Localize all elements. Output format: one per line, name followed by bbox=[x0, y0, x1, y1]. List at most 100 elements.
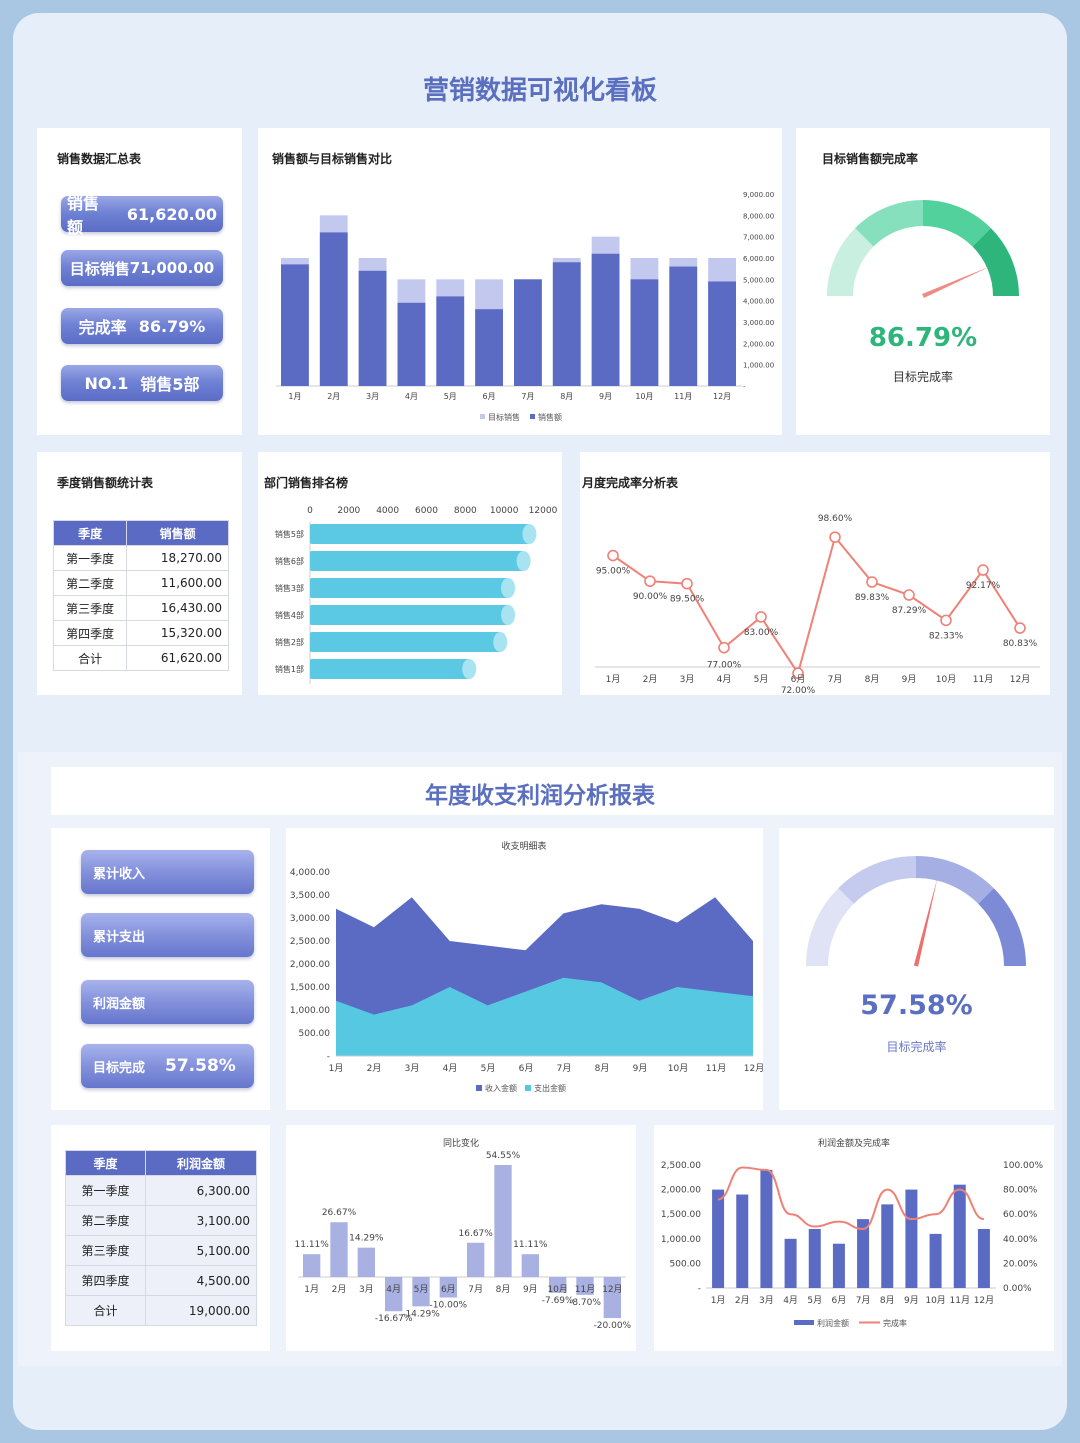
x-tick-label: 8000 bbox=[454, 506, 477, 516]
x-tick-label: 6月 bbox=[483, 392, 496, 401]
profit-rate-chart: 利润金额及完成率 - 500.00 1,000.00 1,500.00 2,000.00 2… bbox=[661, 1137, 1044, 1328]
table-row: 第二季度 11,600.00 bbox=[52, 570, 229, 596]
x-tick-label: 9月 bbox=[599, 392, 612, 401]
data-label: 95.00% bbox=[596, 567, 631, 577]
data-point bbox=[792, 667, 804, 680]
data-label: -16.67% bbox=[375, 1314, 413, 1324]
x-tick-label: 6000 bbox=[415, 506, 438, 516]
x-tick-label: 11月 bbox=[973, 674, 993, 685]
y-tick-label: 6,000.00 bbox=[743, 255, 774, 263]
x-tick-label: 8月 bbox=[865, 674, 880, 685]
data-point bbox=[829, 531, 841, 543]
data-label: 90.00% bbox=[633, 592, 668, 602]
bar-sales bbox=[475, 309, 503, 386]
pill-target: 目标销售 71,000.00 bbox=[61, 250, 223, 286]
bar-sales bbox=[591, 253, 620, 386]
data-label: 98.60% bbox=[818, 514, 853, 524]
gauge-needle bbox=[922, 266, 991, 299]
table-row: 第四季度 15,320.00 bbox=[52, 620, 229, 646]
x-tick-label: 1月 bbox=[288, 392, 301, 401]
sales-target-chart: - 1,000.00 2,000.00 3,000.00 4,000.00 5,000.0… bbox=[276, 191, 774, 422]
legend-swatch-expense bbox=[525, 1085, 531, 1091]
table-row: 第四季度 4,500.00 bbox=[65, 1265, 258, 1296]
bar bbox=[310, 524, 530, 544]
bar-profit bbox=[953, 1184, 966, 1288]
main-title: 营销数据可视化看板 bbox=[422, 76, 657, 106]
y-tick-label: 销售6部 bbox=[275, 556, 304, 566]
legend-swatch-profit bbox=[794, 1320, 814, 1325]
bar bbox=[310, 605, 509, 625]
x-tick-label: 9月 bbox=[633, 1063, 648, 1074]
x-tick-label: 12月 bbox=[974, 1295, 994, 1306]
gauge-segment bbox=[838, 856, 916, 904]
area-expense bbox=[336, 977, 753, 1056]
bar-profit bbox=[808, 1228, 821, 1288]
chart-title: 利润金额及完成率 bbox=[818, 1137, 890, 1149]
gauge1-panel: 目标销售额完成率 86.79% 目标完成率 bbox=[796, 128, 1050, 435]
bar bbox=[439, 1277, 457, 1298]
x-tick-label: 4月 bbox=[386, 1284, 401, 1295]
x-tick-label: 0 bbox=[307, 506, 313, 516]
data-label: 83.00% bbox=[744, 628, 779, 638]
bar-profit bbox=[905, 1189, 918, 1288]
x-tick-label: 10月 bbox=[936, 674, 956, 685]
y-tick-label: 5,000.00 bbox=[743, 276, 774, 284]
y-tick-label: 销售1部 bbox=[275, 664, 304, 674]
table-row: 第一季度 18,270.00 bbox=[52, 545, 229, 571]
dept-rank-chart: 0 2000 4000 6000 8000 10000 12000 销售5部销售6部销售3部销… bbox=[275, 506, 558, 684]
gauge-segment bbox=[855, 200, 923, 247]
x-tick-label: 6月 bbox=[791, 674, 806, 685]
y2-tick-label: 20.00% bbox=[1003, 1259, 1038, 1269]
x-tick-label: 11月 bbox=[706, 1063, 726, 1074]
x-tick-label: 5月 bbox=[807, 1295, 822, 1306]
x-tick-label: 8月 bbox=[595, 1063, 610, 1074]
data-label: -10.00% bbox=[430, 1301, 468, 1311]
x-tick-label: 4月 bbox=[405, 392, 418, 401]
gauge2-panel: 57.58% 目标完成率 bbox=[779, 828, 1054, 1110]
data-label: -8.70% bbox=[569, 1298, 601, 1308]
x-tick-label: 7月 bbox=[468, 1284, 483, 1295]
gauge-segment bbox=[972, 228, 1019, 296]
data-label: 11.11% bbox=[295, 1240, 330, 1250]
y-tick-label: - bbox=[327, 1052, 330, 1062]
x-tick-label: 3月 bbox=[759, 1295, 774, 1306]
x-tick-label: 9月 bbox=[523, 1284, 538, 1295]
bar bbox=[357, 1247, 375, 1277]
x-tick-label: 4月 bbox=[717, 674, 732, 685]
rate-line bbox=[717, 1166, 985, 1230]
y-tick-label: 2,500.00 bbox=[290, 937, 330, 947]
x-tick-label: 1月 bbox=[711, 1295, 726, 1306]
monthly-rate-panel: 月度完成率分析表 95.00% 1月 90.00% 2月 89.50% 3月 77.00% 4… bbox=[580, 452, 1050, 695]
bar-profit bbox=[712, 1189, 725, 1288]
legend-label: 收入金额 bbox=[485, 1083, 517, 1093]
gauge-needle bbox=[913, 876, 938, 967]
y-tick-label: 2,000.00 bbox=[743, 340, 774, 348]
y2-tick-label: 100.00% bbox=[1003, 1161, 1043, 1171]
data-point bbox=[681, 577, 693, 590]
x-tick-label: 10000 bbox=[490, 506, 519, 516]
y-tick-label: 1,500.00 bbox=[661, 1210, 701, 1220]
y-tick-label: 7,000.00 bbox=[743, 234, 774, 242]
x-tick-label: 2月 bbox=[735, 1295, 750, 1306]
profit-table-panel: 季度 利润金额 第一季度 6,300.00 第二季度 3,100.00 第三季度 5,1… bbox=[51, 1125, 270, 1351]
bar bbox=[494, 1165, 512, 1277]
legend-swatch-target bbox=[480, 414, 485, 419]
x-tick-label: 8月 bbox=[560, 392, 573, 401]
y-tick-label: 销售3部 bbox=[275, 583, 304, 593]
dept-rank-panel: 部门销售排名榜 0 2000 4000 6000 8000 10000 12000 销售5部销… bbox=[258, 452, 562, 695]
data-point bbox=[644, 575, 656, 587]
legend-label: 支出金额 bbox=[534, 1083, 566, 1093]
x-tick-label: 10月 bbox=[635, 392, 653, 401]
y-tick-label: 500.00 bbox=[670, 1259, 702, 1269]
gauge1-label: 目标完成率 bbox=[892, 370, 953, 384]
bar-sales bbox=[669, 266, 698, 386]
bar-cap bbox=[493, 632, 508, 652]
x-tick-label: 11月 bbox=[674, 392, 692, 401]
gauge2-value: 57.58% bbox=[860, 990, 973, 1021]
income-expense-chart: 收支明细表 - 500.00 1,000.00 1,500.00 2,000.00 2,50… bbox=[290, 840, 763, 1093]
data-point bbox=[866, 576, 878, 588]
data-point bbox=[903, 589, 915, 601]
pill-top-dept: NO.1 销售5部 bbox=[61, 365, 223, 401]
bar-profit bbox=[881, 1204, 894, 1288]
data-point bbox=[940, 614, 952, 627]
